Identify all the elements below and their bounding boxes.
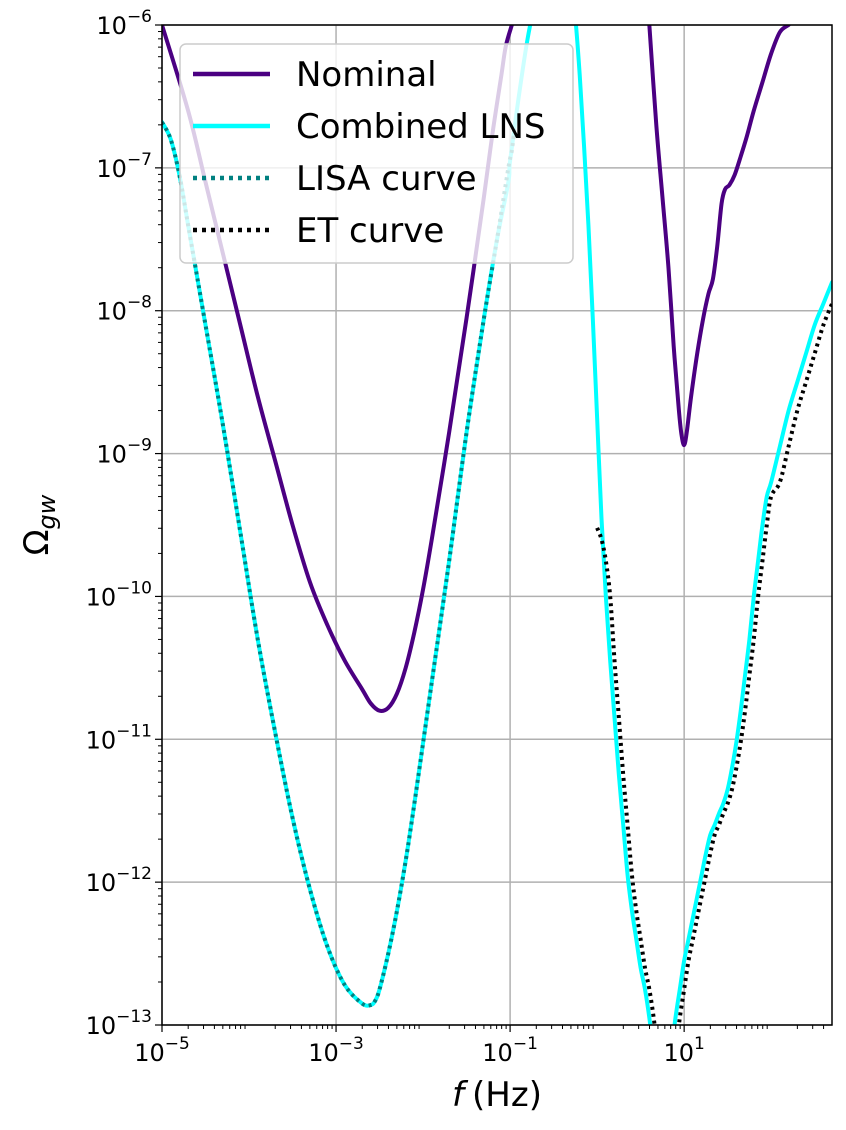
y-tick-base: 10	[86, 726, 117, 754]
legend-label-et-curve: ET curve	[296, 211, 444, 251]
x-tick-labels: 10−5 10−3 10−1 101	[134, 1034, 705, 1067]
x-tick-base: 10	[134, 1039, 165, 1067]
y-tick-exp: −6	[127, 7, 152, 27]
ticks	[155, 24, 825, 1032]
y-tick-base: 10	[86, 583, 117, 611]
y-tick-base: 10	[96, 12, 127, 40]
series-line-combined-lns	[162, 25, 832, 1025]
y-tick-label: 10−13	[86, 1007, 152, 1040]
x-tick-base: 10	[482, 1039, 513, 1067]
x-tick-exp: −5	[165, 1034, 190, 1054]
x-tick-label: 10−3	[308, 1034, 364, 1067]
y-tick-base: 10	[86, 1012, 117, 1040]
y-tick-exp: −9	[127, 436, 152, 456]
y-tick-exp: −12	[116, 864, 152, 884]
y-tick-label: 10−9	[96, 436, 152, 469]
y-tick-exp: −8	[127, 293, 152, 313]
y-tick-exp: −7	[127, 150, 152, 170]
x-tick-label: 10−1	[482, 1034, 538, 1067]
y-tick-label: 10−8	[96, 293, 152, 326]
y-tick-exp: −10	[116, 578, 152, 598]
y-tick-label: 10−6	[96, 7, 152, 40]
x-tick-base: 10	[663, 1039, 694, 1067]
legend-label-combined-lns: Combined LNS	[296, 107, 546, 147]
x-tick-base: 10	[308, 1039, 339, 1067]
y-tick-base: 10	[86, 869, 117, 897]
x-axis-label-unit: (Hz)	[472, 1075, 542, 1115]
legend: Nominal Combined LNS LISA curve ET curve	[179, 43, 574, 264]
y-axis-label-base: Ω	[17, 529, 57, 555]
series-line-lisa-curve	[162, 121, 517, 1008]
y-tick-label: 10−12	[86, 864, 152, 897]
legend-box	[179, 43, 574, 264]
x-tick-exp: −1	[513, 1034, 538, 1054]
y-tick-label: 10−7	[96, 150, 152, 183]
y-tick-label: 10−10	[86, 578, 152, 611]
y-tick-base: 10	[96, 155, 127, 183]
x-tick-label: 10−5	[134, 1034, 190, 1067]
legend-label-nominal: Nominal	[296, 55, 437, 95]
y-tick-exp: −11	[116, 721, 152, 741]
x-tick-label: 101	[663, 1034, 704, 1067]
y-tick-exp: −13	[116, 1007, 152, 1027]
x-tick-exp: −3	[339, 1034, 364, 1054]
y-tick-base: 10	[96, 441, 127, 469]
y-tick-base: 10	[96, 298, 127, 326]
y-axis-label-sub: gw	[33, 494, 61, 529]
series-line-nominal	[647, 25, 791, 448]
legend-label-lisa-curve: LISA curve	[296, 159, 477, 199]
x-tick-exp: 1	[694, 1034, 705, 1054]
x-axis-label: f (Hz)	[452, 1075, 542, 1115]
x-axis-label-var: f	[452, 1075, 469, 1115]
y-tick-label: 10−11	[86, 721, 152, 754]
y-axis-label: Ωgw	[17, 494, 61, 555]
